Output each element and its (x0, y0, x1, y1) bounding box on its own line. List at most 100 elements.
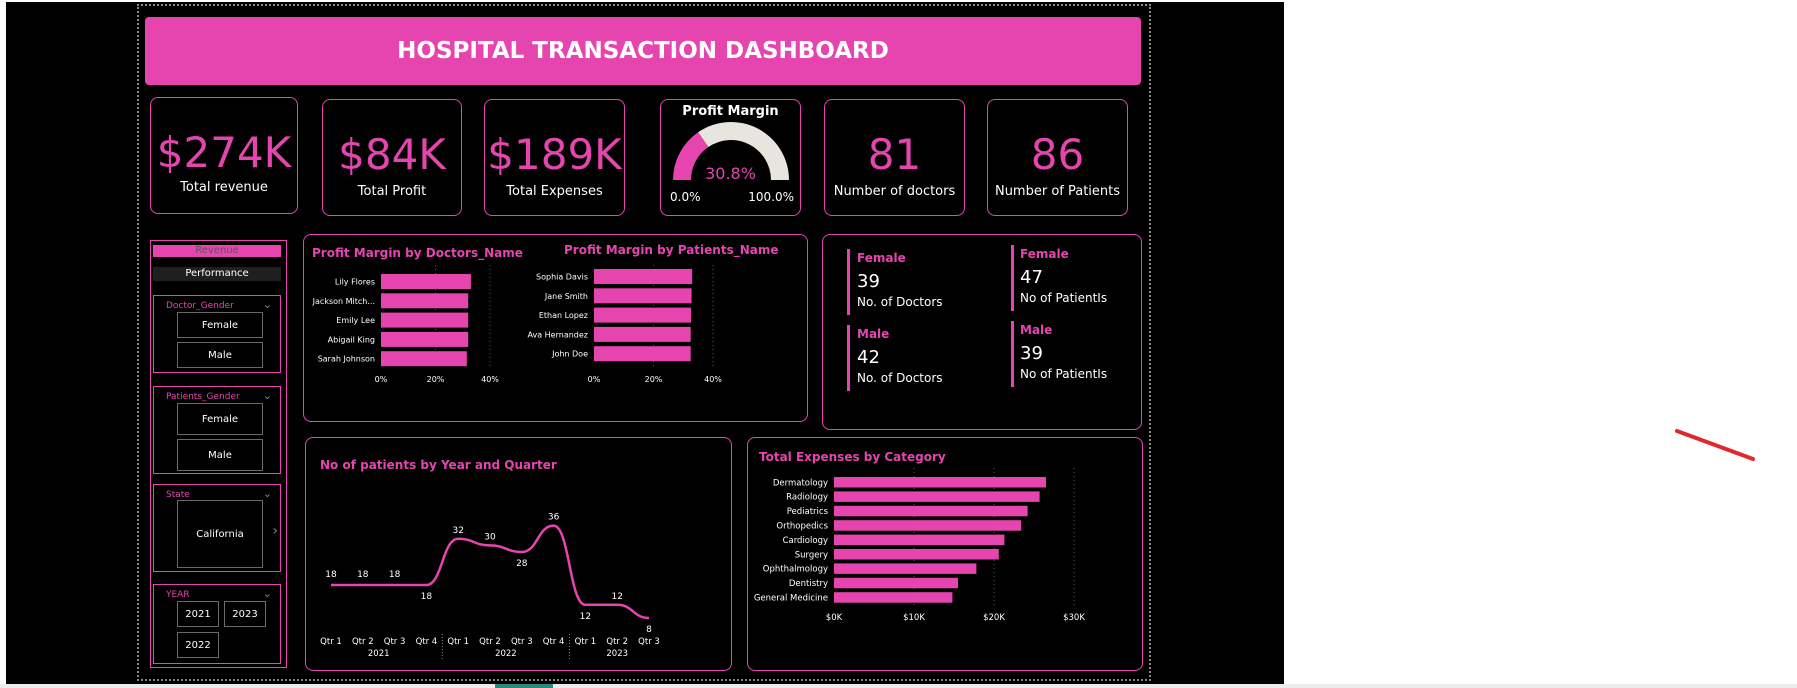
category-label: Abigail King (328, 335, 375, 344)
performance-nav-button[interactable]: Performance (153, 267, 281, 281)
bar (834, 491, 1040, 502)
bar (834, 505, 1028, 517)
kpi-number-of-patients: 86 Number of Patients (987, 99, 1128, 216)
x-tick-label: 40% (481, 375, 499, 384)
chevron-down-icon[interactable]: ⌄ (262, 487, 272, 500)
chart-title: Total Expenses by Category (759, 450, 946, 464)
x-tick-label: Qtr 2 (352, 637, 374, 647)
accent-bar (847, 249, 850, 315)
patients-by-quarter-card: No of patients by Year and Quarter 18 18 1… (305, 437, 732, 671)
doctor-gender-slicer: Doctor_Gender ⌄ Female Male (153, 295, 281, 373)
x-tick-label: $10K (903, 613, 925, 623)
profit-margin-card: Profit Margin by Doctors_Name Profit Mar… (303, 234, 808, 422)
year-label: 2021 (368, 649, 390, 659)
category-label: Radiology (786, 493, 828, 503)
slicer-option-female[interactable]: Female (177, 403, 263, 435)
gauge-min: 0.0% (670, 190, 701, 204)
x-tick-label: 20% (645, 375, 663, 384)
bar (594, 288, 692, 304)
x-tick-label: $30K (1063, 613, 1085, 623)
bar (834, 592, 953, 603)
x-tick-label: 0% (588, 375, 601, 384)
patients-bar-chart: 0% 20% 40% Sophia Davis Jane Smith Ethan Lope… (527, 265, 722, 384)
gauge-chart (673, 122, 789, 180)
slicer-option-male[interactable]: Male (177, 439, 263, 471)
chevron-right-icon[interactable]: › (272, 523, 278, 539)
kpi-total-profit: $84K Total Profit (322, 99, 462, 216)
category-label: Sarah Johnson (318, 355, 375, 364)
data-label: 36 (548, 513, 560, 523)
accent-bar (1011, 321, 1014, 387)
profit-margin-gauge-card: Profit Margin 30.8% 0.0% 100.0% (660, 99, 801, 216)
bar (381, 312, 469, 328)
category-label: Jane Smith (544, 292, 588, 301)
year-label: 2022 (495, 649, 517, 659)
bar (594, 346, 691, 362)
x-tick-label: Qtr 4 (416, 637, 438, 647)
slicer-title: Doctor_Gender (166, 301, 234, 311)
category-label: John Doe (551, 350, 588, 359)
chart-title: No of patients by Year and Quarter (320, 458, 557, 472)
doctors-female-value: 39 (857, 271, 880, 292)
slicer-title: Patients_Gender (166, 392, 240, 402)
x-tick-label: Qtr 2 (606, 637, 628, 647)
patients-female-head: Female (1020, 247, 1069, 261)
dashboard-frame (137, 4, 1151, 681)
red-stroke-mark (1675, 429, 1755, 461)
doctors-female-label: No. of Doctors (857, 295, 943, 309)
slicer-panel: Revenue Performance Doctor_Gender ⌄ Fema… (150, 240, 287, 668)
slicer-option-2021[interactable]: 2021 (177, 601, 219, 627)
chevron-down-icon[interactable]: ⌄ (262, 298, 272, 311)
category-label: Pediatrics (787, 507, 829, 517)
kpi-value: 86 (1030, 130, 1085, 179)
patients-male-head: Male (1020, 323, 1053, 337)
state-slicer: State ⌄ California › (153, 484, 281, 572)
year-label: 2023 (606, 649, 628, 659)
patients-male-label: No of PatientIs (1020, 367, 1108, 381)
data-label: 12 (611, 592, 622, 602)
slicer-option-male[interactable]: Male (177, 342, 263, 368)
data-label: 18 (325, 570, 337, 580)
x-tick-label: Qtr 2 (479, 637, 501, 647)
category-label: Jackson Mitch... (312, 297, 375, 306)
bar (834, 577, 958, 589)
gauge-title: Profit Margin (682, 104, 779, 119)
expenses-by-category-card: Total Expenses by Category $0K $10K $20K $3… (747, 437, 1143, 671)
category-label: Ophthalmology (763, 565, 828, 575)
revenue-nav-button[interactable]: Revenue (153, 245, 281, 257)
slicer-option-california[interactable]: California (177, 500, 263, 568)
doctors-male-label: No. of Doctors (857, 371, 943, 385)
x-tick-label: Qtr 1 (320, 637, 342, 647)
data-label: 30 (484, 532, 496, 542)
x-tick-label: 0% (375, 375, 388, 384)
bar (594, 269, 693, 284)
slicer-option-female[interactable]: Female (177, 312, 263, 338)
category-label: Ethan Lopez (539, 311, 588, 320)
doctors-bar-chart: 0% 20% 40% Lily Flores Jackson Mitch... Emily… (312, 265, 499, 384)
data-label: 8 (646, 625, 652, 635)
category-label: Orthopedics (776, 521, 828, 531)
slicer-option-2023[interactable]: 2023 (224, 601, 266, 627)
data-label: 32 (452, 526, 463, 536)
bar (381, 293, 469, 309)
category-label: Emily Lee (336, 316, 375, 325)
x-tick-label: 20% (427, 375, 445, 384)
bar (834, 563, 977, 574)
x-tick-label: Qtr 3 (638, 637, 660, 647)
x-tick-label: Qtr 1 (447, 637, 469, 647)
bar (834, 549, 999, 560)
category-label: Sophia Davis (536, 273, 588, 282)
gauge-fill (673, 132, 709, 180)
chevron-down-icon[interactable]: ⌄ (262, 587, 272, 600)
accent-bar (1011, 245, 1014, 311)
kpi-label: Number of doctors (833, 184, 956, 199)
slicer-option-2022[interactable]: 2022 (177, 632, 219, 658)
chevron-down-icon[interactable]: ⌄ (262, 389, 272, 402)
series-line (330, 524, 650, 620)
data-label: 18 (421, 592, 433, 602)
gauge-track (698, 122, 789, 180)
bar (381, 274, 471, 289)
kpi-label: Number of Patients (994, 184, 1121, 199)
doctors-male-value: 42 (857, 347, 880, 368)
page-tab-indicator[interactable] (495, 684, 553, 688)
